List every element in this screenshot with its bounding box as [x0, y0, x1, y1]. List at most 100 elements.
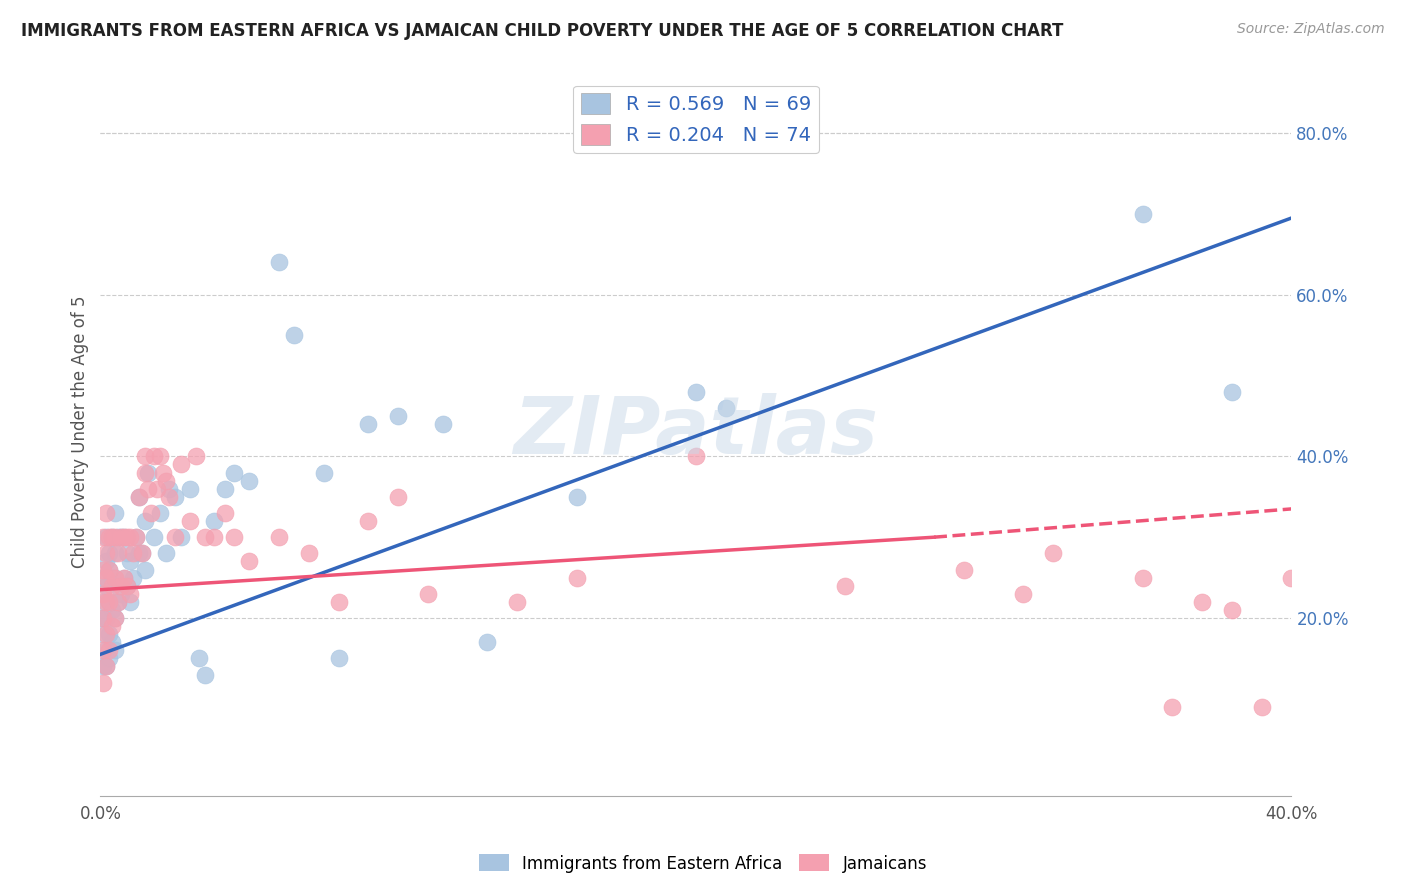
Point — [238, 554, 260, 568]
Point — [101, 579, 124, 593]
Point — [96, 595, 118, 609]
Point — [91, 659, 114, 673]
Point — [96, 506, 118, 520]
Point — [122, 546, 145, 560]
Point — [101, 603, 124, 617]
Point — [107, 530, 129, 544]
Point — [1281, 571, 1303, 585]
Point — [506, 595, 529, 609]
Point — [1220, 603, 1243, 617]
Point — [157, 490, 180, 504]
Point — [107, 595, 129, 609]
Point — [91, 611, 114, 625]
Point — [387, 490, 409, 504]
Point — [115, 579, 138, 593]
Point — [98, 627, 121, 641]
Point — [136, 482, 159, 496]
Point — [157, 482, 180, 496]
Point — [115, 546, 138, 560]
Point — [1220, 384, 1243, 399]
Point — [101, 530, 124, 544]
Point — [120, 530, 142, 544]
Point — [91, 530, 114, 544]
Point — [170, 458, 193, 472]
Point — [163, 530, 186, 544]
Point — [96, 643, 118, 657]
Point — [202, 514, 225, 528]
Legend: R = 0.569   N = 69, R = 0.204   N = 74: R = 0.569 N = 69, R = 0.204 N = 74 — [574, 86, 818, 153]
Point — [120, 554, 142, 568]
Point — [120, 595, 142, 609]
Point — [328, 651, 350, 665]
Point — [104, 571, 127, 585]
Point — [110, 530, 132, 544]
Point — [142, 450, 165, 464]
Point — [91, 571, 114, 585]
Point — [91, 595, 114, 609]
Point — [104, 506, 127, 520]
Point — [98, 651, 121, 665]
Point — [120, 587, 142, 601]
Y-axis label: Child Poverty Under the Age of 5: Child Poverty Under the Age of 5 — [72, 296, 89, 568]
Point — [298, 546, 321, 560]
Point — [136, 466, 159, 480]
Point — [112, 571, 135, 585]
Point — [202, 530, 225, 544]
Point — [155, 546, 177, 560]
Text: IMMIGRANTS FROM EASTERN AFRICA VS JAMAICAN CHILD POVERTY UNDER THE AGE OF 5 CORR: IMMIGRANTS FROM EASTERN AFRICA VS JAMAIC… — [21, 22, 1063, 40]
Point — [131, 546, 153, 560]
Point — [96, 571, 118, 585]
Point — [387, 409, 409, 423]
Point — [312, 466, 335, 480]
Point — [224, 530, 246, 544]
Point — [134, 450, 156, 464]
Point — [91, 627, 114, 641]
Point — [101, 571, 124, 585]
Point — [122, 571, 145, 585]
Point — [98, 643, 121, 657]
Point — [477, 635, 499, 649]
Point — [131, 546, 153, 560]
Point — [432, 417, 454, 431]
Point — [357, 514, 380, 528]
Point — [112, 530, 135, 544]
Legend: Immigrants from Eastern Africa, Jamaicans: Immigrants from Eastern Africa, Jamaican… — [472, 847, 934, 880]
Point — [146, 482, 169, 496]
Point — [110, 530, 132, 544]
Point — [685, 384, 707, 399]
Point — [953, 562, 976, 576]
Point — [112, 571, 135, 585]
Point — [104, 611, 127, 625]
Point — [128, 546, 150, 560]
Point — [128, 490, 150, 504]
Point — [152, 466, 174, 480]
Point — [155, 474, 177, 488]
Point — [91, 643, 114, 657]
Point — [98, 595, 121, 609]
Point — [112, 530, 135, 544]
Point — [238, 474, 260, 488]
Point — [96, 627, 118, 641]
Point — [142, 530, 165, 544]
Point — [91, 675, 114, 690]
Point — [214, 482, 236, 496]
Point — [1042, 546, 1064, 560]
Point — [115, 579, 138, 593]
Point — [96, 611, 118, 625]
Point — [194, 667, 217, 681]
Point — [128, 490, 150, 504]
Point — [104, 571, 127, 585]
Point — [104, 643, 127, 657]
Point — [115, 530, 138, 544]
Point — [104, 546, 127, 560]
Point — [96, 530, 118, 544]
Point — [110, 579, 132, 593]
Point — [134, 514, 156, 528]
Point — [267, 255, 290, 269]
Point — [98, 562, 121, 576]
Point — [149, 506, 172, 520]
Point — [101, 635, 124, 649]
Point — [179, 482, 201, 496]
Point — [110, 587, 132, 601]
Point — [194, 530, 217, 544]
